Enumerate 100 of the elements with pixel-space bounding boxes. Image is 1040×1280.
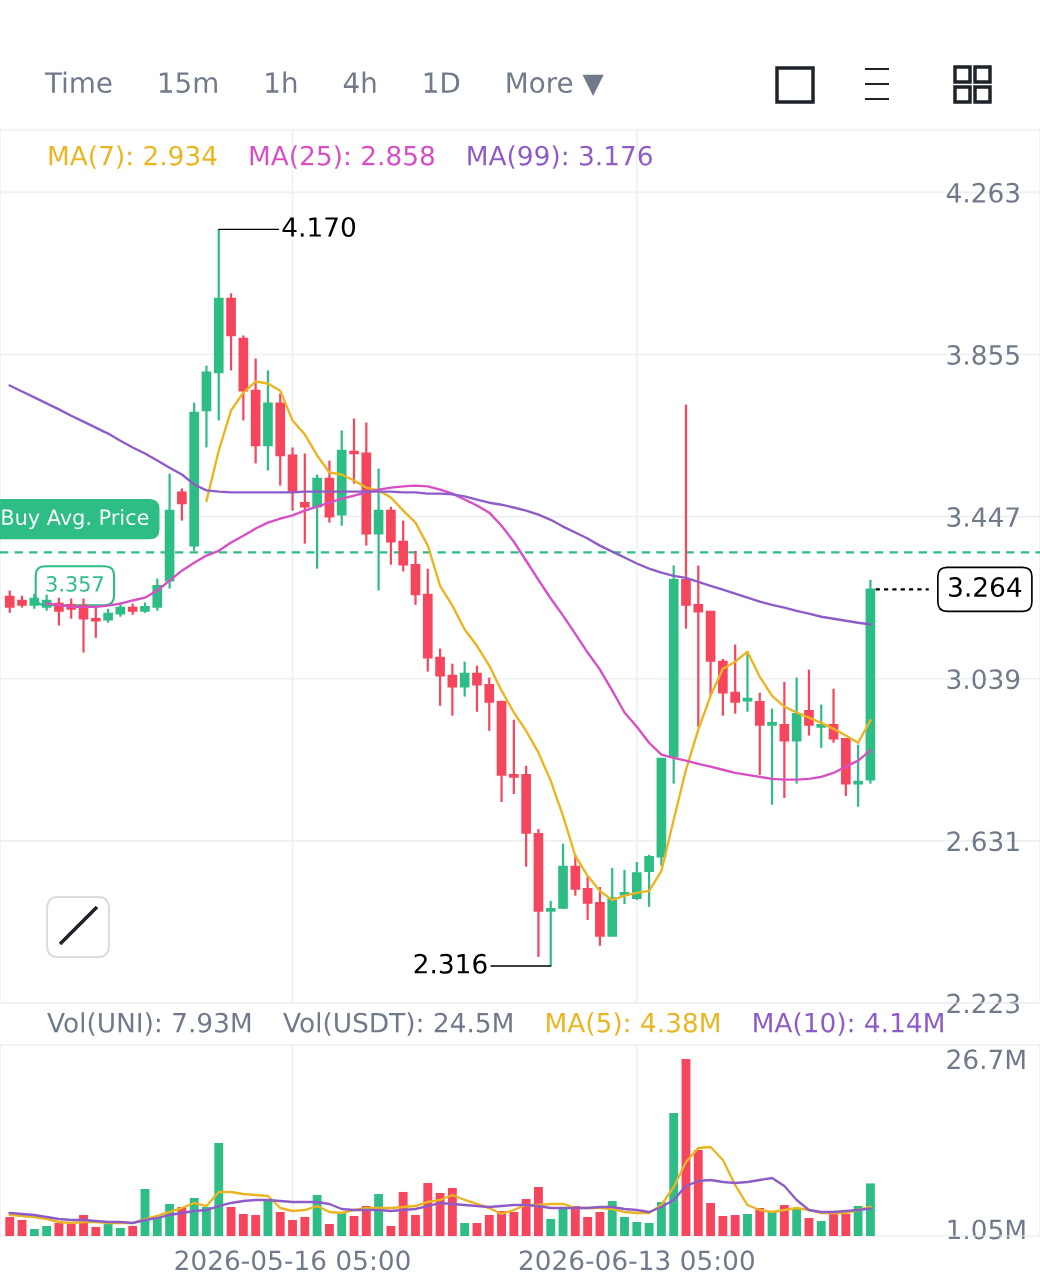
y-tick-label: 2.631 bbox=[947, 831, 1019, 852]
bar bbox=[423, 1183, 433, 1236]
text: 1D bbox=[424, 72, 460, 93]
bar bbox=[324, 1224, 334, 1236]
candlestick bbox=[349, 417, 359, 485]
text: Buy Avg. Price 3.357 bbox=[2, 508, 149, 592]
y-tick-label: 4.263 bbox=[946, 182, 1019, 203]
bar bbox=[669, 1112, 679, 1236]
bar bbox=[866, 1183, 875, 1236]
candlestick bbox=[582, 875, 593, 922]
y-tick-label: 26.7M bbox=[947, 1049, 1025, 1070]
line-series bbox=[205, 380, 872, 902]
candlestick bbox=[644, 853, 654, 908]
bar bbox=[214, 1143, 224, 1236]
text: More ▼ bbox=[507, 72, 604, 97]
bar bbox=[54, 1223, 64, 1236]
bar bbox=[411, 1214, 420, 1236]
bar bbox=[5, 1216, 15, 1236]
bar bbox=[226, 1207, 236, 1236]
candlestick bbox=[177, 487, 187, 522]
text: 1h bbox=[266, 71, 297, 93]
x-tick-label: 2026-06-13 05:00 bbox=[519, 1250, 754, 1271]
candlestick bbox=[4, 589, 15, 614]
text: Vol(UNI): 7.93M bbox=[47, 1012, 251, 1036]
bar bbox=[693, 1149, 703, 1236]
y-tick-label: 3.855 bbox=[947, 344, 1019, 365]
bar bbox=[779, 1205, 789, 1236]
candlestick bbox=[398, 519, 409, 573]
bar bbox=[435, 1193, 445, 1236]
bar bbox=[460, 1223, 470, 1236]
candlestick bbox=[509, 718, 519, 796]
bar bbox=[792, 1208, 802, 1236]
line-series bbox=[8, 1145, 872, 1225]
text: Time bbox=[44, 71, 112, 94]
candlestick bbox=[816, 703, 827, 749]
candlestick bbox=[90, 606, 101, 639]
bar bbox=[349, 1215, 359, 1236]
bar bbox=[386, 1225, 396, 1236]
line-series bbox=[8, 1176, 872, 1225]
text: 15m bbox=[159, 72, 217, 94]
bar bbox=[447, 1187, 457, 1236]
bar bbox=[66, 1223, 76, 1236]
bar bbox=[275, 1211, 285, 1236]
candlestick bbox=[435, 647, 445, 707]
y-tick-label: 3.447 bbox=[947, 507, 1019, 528]
bar bbox=[570, 1206, 580, 1236]
candlestick bbox=[299, 452, 310, 545]
candlestick bbox=[804, 668, 814, 737]
text: MA(10): 4.14M bbox=[754, 1012, 943, 1036]
bar bbox=[152, 1218, 162, 1236]
bar bbox=[644, 1223, 654, 1236]
bar bbox=[128, 1225, 138, 1236]
bar bbox=[42, 1225, 52, 1236]
text: MA(25): 2.858 bbox=[250, 145, 435, 169]
bar bbox=[300, 1216, 310, 1236]
bar bbox=[620, 1216, 629, 1236]
bar bbox=[91, 1226, 101, 1236]
bar bbox=[706, 1202, 716, 1236]
bar bbox=[521, 1198, 531, 1236]
bar bbox=[17, 1220, 27, 1236]
bar bbox=[238, 1213, 248, 1236]
bar bbox=[841, 1213, 851, 1236]
text: Vol(USDT): 24.5M bbox=[283, 1012, 512, 1036]
x-tick-label: 2026-05-16 05:00 bbox=[175, 1250, 410, 1271]
bar bbox=[583, 1216, 593, 1236]
candlestick bbox=[484, 676, 495, 732]
text: MA(7): 2.934 bbox=[49, 145, 217, 169]
bar bbox=[595, 1211, 605, 1236]
candlestick bbox=[779, 680, 790, 800]
bar bbox=[755, 1208, 765, 1236]
bar bbox=[632, 1222, 642, 1236]
bar bbox=[730, 1214, 740, 1236]
bar bbox=[743, 1213, 752, 1236]
candlestick bbox=[693, 564, 704, 728]
candlestick bbox=[754, 691, 765, 777]
candlestick bbox=[447, 662, 458, 717]
text: MA(5): 4.38M bbox=[547, 1012, 719, 1036]
candlestick bbox=[730, 643, 741, 715]
bar bbox=[288, 1220, 297, 1236]
y-tick-label: 1.05M bbox=[948, 1219, 1025, 1240]
bar bbox=[251, 1214, 261, 1236]
bar bbox=[337, 1212, 347, 1236]
bar bbox=[804, 1218, 814, 1236]
bar bbox=[29, 1229, 39, 1236]
bar bbox=[718, 1215, 728, 1236]
bar bbox=[103, 1223, 113, 1236]
bar bbox=[853, 1206, 863, 1236]
text: 4h bbox=[343, 71, 376, 93]
y-tick-label: 2.223 bbox=[947, 993, 1019, 1014]
candlestick bbox=[853, 743, 863, 808]
bar bbox=[816, 1221, 826, 1236]
ref-line-label: 3.264 bbox=[949, 577, 1022, 598]
bar bbox=[115, 1227, 125, 1236]
annotation: 4.170 bbox=[282, 217, 356, 237]
candlestick bbox=[459, 660, 470, 698]
annotation: 2.316 bbox=[414, 953, 487, 974]
bar bbox=[509, 1211, 519, 1236]
y-tick-label: 3.039 bbox=[947, 669, 1020, 690]
bar bbox=[472, 1223, 482, 1236]
candlestick bbox=[472, 664, 482, 713]
